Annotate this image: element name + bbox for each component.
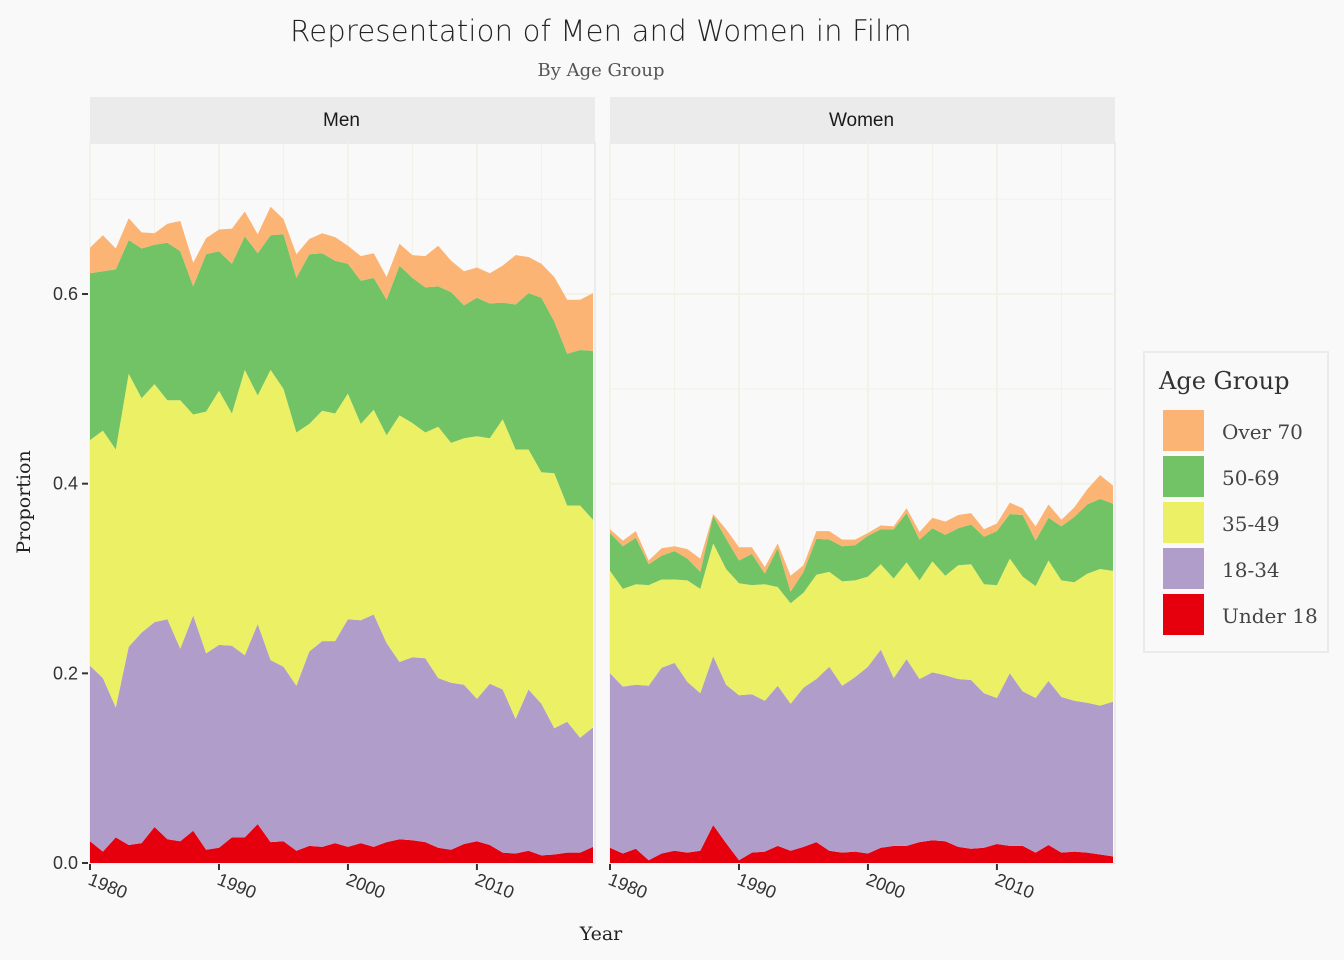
legend-label: 18-34 xyxy=(1222,558,1280,582)
legend-swatch xyxy=(1163,456,1204,497)
area-18-34 xyxy=(90,614,593,856)
area-under-18 xyxy=(610,825,1113,863)
legend-item-50-69: 50-69 xyxy=(1163,456,1323,498)
legend-item-under-18: Under 18 xyxy=(1163,594,1323,636)
area-50-69 xyxy=(90,234,593,520)
legend-label: 35-49 xyxy=(1222,512,1280,536)
legend-title: Age Group xyxy=(1159,367,1290,395)
legend-item-18-34: 18-34 xyxy=(1163,548,1323,590)
area-under-18 xyxy=(90,824,593,863)
area-18-34 xyxy=(610,649,1113,861)
y-tick-label: 0.6 xyxy=(53,284,78,304)
legend: Age Group Over 70 50-69 35-49 18-34 Under 18 xyxy=(1143,351,1329,653)
x-tick-label: 1980 xyxy=(606,869,651,903)
chart-title: Representation of Men and Women in Film xyxy=(290,14,912,48)
legend-swatch xyxy=(1163,594,1204,635)
area-35-49 xyxy=(90,369,593,738)
legend-swatch xyxy=(1163,502,1204,543)
area-over-70 xyxy=(90,206,593,354)
x-tick-label: 1980 xyxy=(86,869,131,903)
legend-label: 50-69 xyxy=(1222,466,1280,490)
x-tick-label: 2010 xyxy=(472,869,517,903)
y-tick-label: 0.0 xyxy=(53,853,78,873)
y-tick-label: 0.4 xyxy=(53,474,78,494)
legend-item-over-70: Over 70 xyxy=(1163,410,1323,452)
x-tick-label: 2000 xyxy=(863,869,908,903)
area-35-49 xyxy=(610,543,1113,706)
legend-swatch xyxy=(1163,410,1204,451)
facet-strip xyxy=(90,97,595,142)
facet-panel-women: Women 1980 1990 2000 2010 xyxy=(606,97,1116,903)
legend-swatch xyxy=(1163,548,1204,589)
x-axis-title: Year xyxy=(579,923,623,945)
chart-subtitle: By Age Group xyxy=(537,60,665,81)
legend-label: Under 18 xyxy=(1222,604,1318,628)
facet-strip-label: Men xyxy=(323,110,360,131)
x-tick-label: 1990 xyxy=(214,869,259,903)
facet-strip-label: Women xyxy=(829,110,894,131)
y-axis-title: Proportion xyxy=(13,450,35,553)
legend-item-35-49: 35-49 xyxy=(1163,502,1323,544)
facet-panel-men: Men 1980 1990 2000 2010 xyxy=(86,97,596,903)
y-tick-label: 0.2 xyxy=(53,663,78,683)
facet-strip xyxy=(610,97,1115,142)
area-50-69 xyxy=(610,498,1113,604)
x-tick-label: 1990 xyxy=(734,869,779,903)
x-tick-label: 2010 xyxy=(992,869,1037,903)
x-tick-label: 2000 xyxy=(343,869,388,903)
legend-label: Over 70 xyxy=(1222,420,1303,444)
